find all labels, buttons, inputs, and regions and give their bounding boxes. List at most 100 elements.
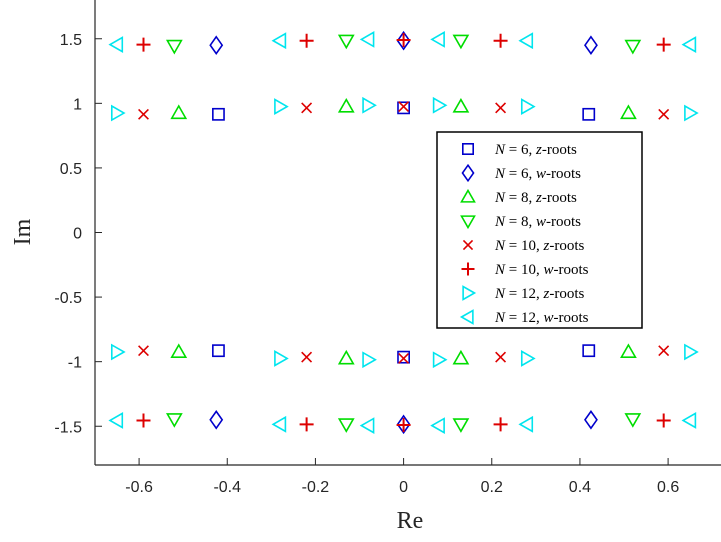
point-series-1-0 <box>209 35 224 55</box>
point-series-2-7 <box>620 343 637 359</box>
point-series-1-4 <box>396 414 411 435</box>
point-series-4-5 <box>138 345 149 357</box>
point-series-5-6 <box>299 417 314 432</box>
y-tick-label: -0.5 <box>54 290 82 307</box>
legend-entry-label: N = 8, w-roots <box>494 214 581 230</box>
point-series-5-0 <box>136 37 151 52</box>
y-tick-label: 1 <box>73 96 82 113</box>
point-series-5-5 <box>136 413 151 428</box>
point-series-6-9 <box>432 351 448 369</box>
point-series-0-2 <box>582 107 596 121</box>
point-series-4-2 <box>398 101 410 113</box>
point-series-1-3 <box>209 410 224 430</box>
point-series-6-4 <box>520 98 536 115</box>
point-series-3-1 <box>337 34 355 50</box>
point-series-7-5 <box>681 36 697 53</box>
legend-marker <box>461 143 474 156</box>
point-series-7-8 <box>359 417 375 434</box>
legend-entry-label: N = 10, z-roots <box>494 238 584 254</box>
x-tick-label: 0.4 <box>569 479 591 496</box>
point-series-6-7 <box>274 350 289 367</box>
point-series-0-3 <box>212 344 225 358</box>
point-series-6-8 <box>362 351 377 369</box>
point-series-2-4 <box>170 343 188 359</box>
ticks: -0.6 -0.4 -0.2 0 0.2 0.4 0.6 1.5 1 0.5 0 -0.5 -1 -1.5 <box>54 32 679 496</box>
point-series-5-4 <box>656 37 671 52</box>
point-series-7-4 <box>518 32 534 50</box>
legend-marker <box>462 239 474 251</box>
point-series-7-2 <box>359 31 375 48</box>
point-series-2-0 <box>170 104 188 120</box>
point-series-0-4 <box>397 350 410 364</box>
x-tick-label: 0.2 <box>481 479 503 496</box>
point-series-6-11 <box>684 343 699 361</box>
point-series-2-6 <box>452 349 470 365</box>
legend-entry-label: N = 12, w-roots <box>494 310 589 326</box>
point-series-3-0 <box>165 39 183 55</box>
legend-marker <box>462 285 477 301</box>
point-series-7-7 <box>271 415 287 433</box>
point-series-0-0 <box>212 107 225 121</box>
point-series-5-8 <box>493 417 508 432</box>
point-series-4-9 <box>658 345 670 357</box>
legend-marker <box>460 188 476 203</box>
x-tick-label: 0.6 <box>657 479 679 496</box>
x-axis-title: Re <box>397 508 424 534</box>
point-series-5-7 <box>396 417 411 432</box>
point-series-7-3 <box>430 31 445 48</box>
x-tick-label: -0.2 <box>302 479 330 496</box>
point-series-1-5 <box>584 410 598 430</box>
point-series-3-4 <box>165 413 183 428</box>
point-series-4-0 <box>138 108 149 120</box>
point-series-5-3 <box>493 33 508 48</box>
point-series-7-11 <box>681 412 697 429</box>
legend-marker <box>459 309 474 325</box>
point-series-3-2 <box>452 34 470 50</box>
legend-entry-label: N = 8, z-roots <box>494 190 577 206</box>
point-series-3-3 <box>624 39 642 55</box>
point-series-5-9 <box>656 413 671 428</box>
point-series-4-7 <box>398 352 410 364</box>
y-tick-label: 0 <box>73 226 82 243</box>
point-series-2-5 <box>337 349 355 365</box>
point-series-2-2 <box>452 97 470 113</box>
legend-marker <box>461 163 475 183</box>
point-series-1-2 <box>584 35 598 55</box>
point-series-5-1 <box>299 33 314 48</box>
y-axis-title: Im <box>10 218 36 245</box>
x-tick-label: -0.6 <box>125 479 153 496</box>
point-series-6-5 <box>684 104 699 122</box>
point-series-6-0 <box>110 104 126 122</box>
point-series-7-0 <box>108 36 124 53</box>
legend-entry-label: N = 10, w-roots <box>494 262 589 278</box>
point-series-3-6 <box>452 418 470 433</box>
point-series-2-3 <box>620 104 637 120</box>
point-series-4-6 <box>301 351 313 363</box>
y-tick-label: 1.5 <box>60 32 82 49</box>
point-series-1-1 <box>396 30 411 51</box>
legend-marker <box>461 262 475 276</box>
point-series-0-5 <box>582 344 596 358</box>
x-tick-label: -0.4 <box>213 479 241 496</box>
point-series-7-10 <box>518 415 534 433</box>
point-series-4-8 <box>495 351 507 363</box>
point-series-6-10 <box>520 350 536 367</box>
point-series-3-7 <box>624 413 642 428</box>
y-tick-label: -1.5 <box>54 419 82 436</box>
legend-entry-label: N = 6, w-roots <box>494 166 581 182</box>
legend: N = 6, z-roots N = 6, w-roots N = 8, z-roo… <box>436 131 643 329</box>
point-series-7-9 <box>430 417 445 434</box>
point-series-7-1 <box>271 32 287 50</box>
legend-entry-label: N = 6, z-roots <box>494 142 577 158</box>
x-tick-label: 0 <box>399 479 408 496</box>
point-series-7-6 <box>108 412 124 429</box>
point-series-6-2 <box>362 96 377 114</box>
point-series-6-6 <box>110 343 126 361</box>
point-series-6-3 <box>432 96 448 114</box>
point-series-2-1 <box>337 97 355 113</box>
point-series-5-2 <box>396 33 411 48</box>
point-series-4-1 <box>301 102 313 114</box>
data-points <box>108 30 699 435</box>
legend-entry-label: N = 12, z-roots <box>494 286 584 302</box>
